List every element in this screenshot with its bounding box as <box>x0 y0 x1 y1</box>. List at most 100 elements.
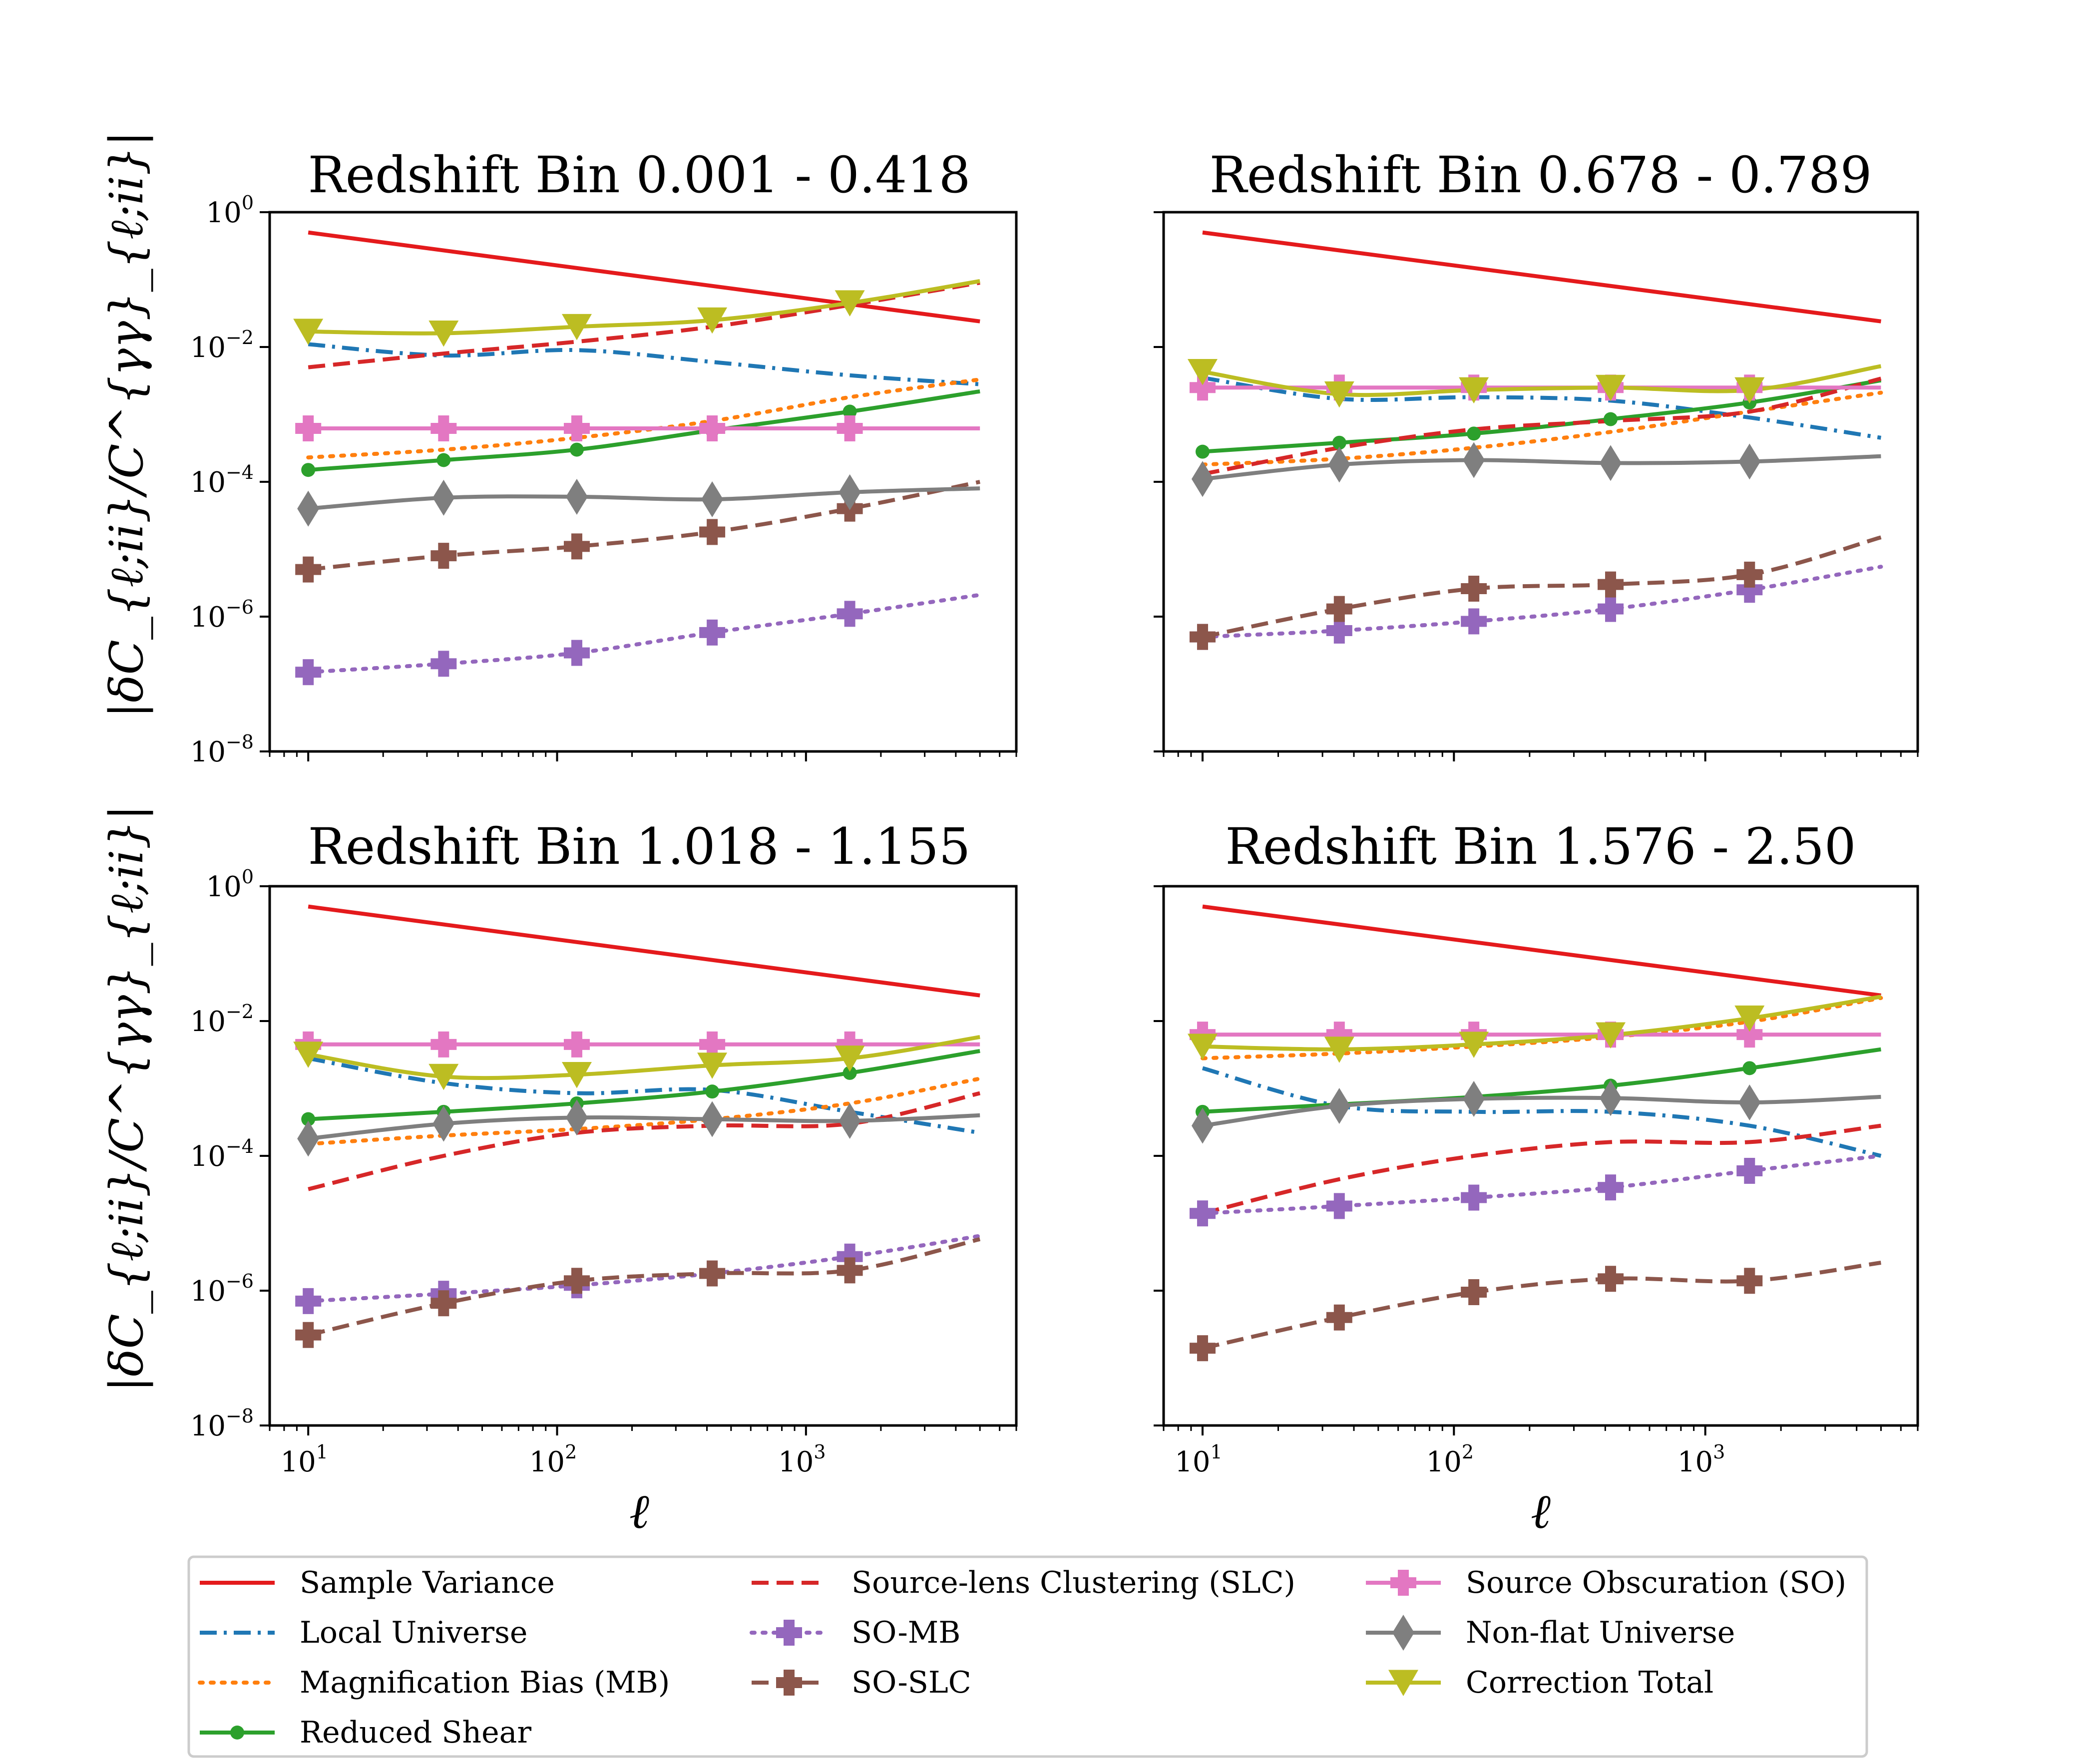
legend-item-soslc: SO-SLC <box>752 1665 971 1700</box>
panel-0-rs-point-4 <box>842 404 857 419</box>
panel-3-rs-point-4 <box>1742 1061 1757 1075</box>
panel-1-ct-point-3 <box>1596 374 1626 401</box>
panel-1-ct-line <box>1202 364 1882 397</box>
panel-1-somb-point-3 <box>1598 596 1624 622</box>
panel-0-rs-point-0 <box>301 463 316 477</box>
panel-1-ct-point-2 <box>1459 377 1489 404</box>
panel-2-nf-line <box>308 1113 980 1141</box>
legend-so-marker <box>1390 1570 1416 1596</box>
panel-1-nf-point-3 <box>1600 445 1622 481</box>
panel-1-nf-line <box>1202 454 1881 481</box>
panel-0: Redshift Bin 0.001 - 0.418 <box>308 146 971 204</box>
panel-0-plot: 10−8 10−6 10−4 10−2 100 <box>190 192 1018 768</box>
panel-0-frame <box>268 211 1018 753</box>
legend-nf-marker <box>1392 1615 1414 1651</box>
panel-3-somb-point-3 <box>1598 1174 1624 1201</box>
panel-3-soslc-point-2 <box>1461 1279 1487 1306</box>
legend-item-somb: SO-MB <box>750 1615 960 1650</box>
panel-0-rs-line <box>308 389 980 472</box>
panel-0-ct-point-3 <box>697 307 728 334</box>
legend-ct-marker <box>1388 1670 1418 1696</box>
panel-3-somb-line <box>1201 1154 1883 1216</box>
panel-1: Redshift Bin 0.678 - 0.789 <box>1210 146 1872 204</box>
panel-1-ct-point-1 <box>1324 381 1354 408</box>
panel-1-mb-line <box>1201 390 1883 467</box>
panel-2-nf-point-3 <box>701 1101 724 1137</box>
panel-0-somb-line <box>306 593 982 675</box>
panel-2-soslc-point-3 <box>699 1260 726 1287</box>
panel-1-series <box>1187 230 1883 650</box>
ylabel-bottom: |δC_{ℓ;ii}/C^{γγ}_{ℓ;ii}| <box>100 805 153 1392</box>
panel-3-ct-point-0 <box>1187 1034 1218 1060</box>
panel-0-lu-line <box>308 342 980 386</box>
panel-3-nf-line <box>1202 1094 1881 1128</box>
legend-item-ct: Correction Total <box>1366 1665 1713 1700</box>
panel-2-somb-point-4 <box>837 1243 863 1270</box>
panel-3-xtick-label-2: 102 <box>1426 1441 1474 1478</box>
panel-3-nf-point-3 <box>1600 1080 1622 1116</box>
panel-1-somb-point-1 <box>1326 618 1352 644</box>
panel-0-sv-line <box>308 230 980 324</box>
panel-1-ct-point-4 <box>1734 377 1765 404</box>
panel-2-ct-point-4 <box>835 1046 865 1072</box>
panel-0-ytick-label--6: 10−6 <box>190 596 254 634</box>
panel-0-ct-line <box>308 279 980 336</box>
panel-0-soslc-point-0 <box>295 556 322 583</box>
legend-somb-marker <box>776 1620 802 1646</box>
panel-0-nf-point-4 <box>839 474 861 510</box>
panel-3-series <box>1187 904 1883 1362</box>
panel-2-ytick-label--4: 10−4 <box>190 1135 254 1173</box>
panel-0-soslc-point-1 <box>430 543 457 569</box>
panel-0-ytick-label--8: 10−8 <box>190 731 254 768</box>
legend-slc-label: Source-lens Clustering (SLC) <box>851 1565 1295 1600</box>
panel-1-ct-point-0 <box>1187 358 1218 385</box>
panel-0-so-point-1 <box>430 415 457 442</box>
panel-3-sv-line <box>1202 904 1881 998</box>
panel-0-so-point-0 <box>295 415 322 442</box>
panel-1-nf-point-0 <box>1191 461 1214 497</box>
panel-2-frame <box>268 885 1018 1427</box>
panel-2: Redshift Bin 1.018 - 1.155 <box>308 817 971 876</box>
panel-3-soslc-point-1 <box>1326 1304 1352 1331</box>
panel-0-ct-point-4 <box>835 290 865 317</box>
legend-item-nf: Non-flat Universe <box>1366 1615 1735 1651</box>
panel-2-ytick-label--8: 10−8 <box>190 1405 254 1442</box>
legend-items: Sample Variance Local Universe Magnificati… <box>198 1565 1846 1750</box>
panel-3-so-point-4 <box>1736 1022 1763 1048</box>
panel-1-lu-line <box>1202 375 1882 440</box>
panel-3-somb-point-2 <box>1461 1184 1487 1211</box>
panel-0-nf-line <box>308 486 980 511</box>
panel-2-rs-point-3 <box>705 1084 720 1099</box>
panel-0-ct-point-1 <box>428 320 459 347</box>
panel-0-rs-point-2 <box>569 442 584 457</box>
legend-sv-label: Sample Variance <box>300 1565 555 1600</box>
panel-3-soslc-point-4 <box>1736 1268 1763 1294</box>
panel-0-soslc-point-2 <box>563 533 590 560</box>
panel-0-so-point-2 <box>563 415 590 442</box>
panel-1-soslc-point-3 <box>1598 571 1624 598</box>
panel-1-soslc-point-4 <box>1736 561 1763 588</box>
panel-0-ytick-label--4: 10−4 <box>190 461 254 499</box>
panel-3-nf-point-1 <box>1328 1088 1350 1124</box>
panel-3-lu-line <box>1202 1066 1882 1158</box>
legend-item-sv: Sample Variance <box>200 1565 555 1600</box>
panel-2-series <box>293 904 982 1348</box>
panel-2-ytick-label--6: 10−6 <box>190 1270 254 1308</box>
legend-mb-label: Magnification Bias (MB) <box>300 1665 670 1700</box>
panel-1-nf-point-4 <box>1738 443 1761 480</box>
panel-3-somb-point-1 <box>1326 1193 1352 1219</box>
panel-2-mb-line <box>306 1076 982 1146</box>
panel-1-somb-point-4 <box>1736 577 1763 603</box>
panel-2-nf-point-1 <box>432 1105 455 1142</box>
panel-3-frame <box>1162 885 1919 1427</box>
panel-0-somb-point-2 <box>563 640 590 666</box>
panel-0-ytick-label--2: 10−2 <box>190 327 254 364</box>
panel-3-ct-line <box>1202 995 1882 1052</box>
panel-3-nf-point-0 <box>1191 1107 1214 1144</box>
legend-soslc-label: SO-SLC <box>851 1665 971 1700</box>
panel-1-nf-point-2 <box>1463 442 1485 478</box>
panel-1-soslc-point-1 <box>1326 596 1352 622</box>
panel-0-nf-point-2 <box>565 478 588 515</box>
panel-2-ytick-label-0: 100 <box>206 866 254 903</box>
panel-3-ct-point-2 <box>1459 1032 1489 1058</box>
